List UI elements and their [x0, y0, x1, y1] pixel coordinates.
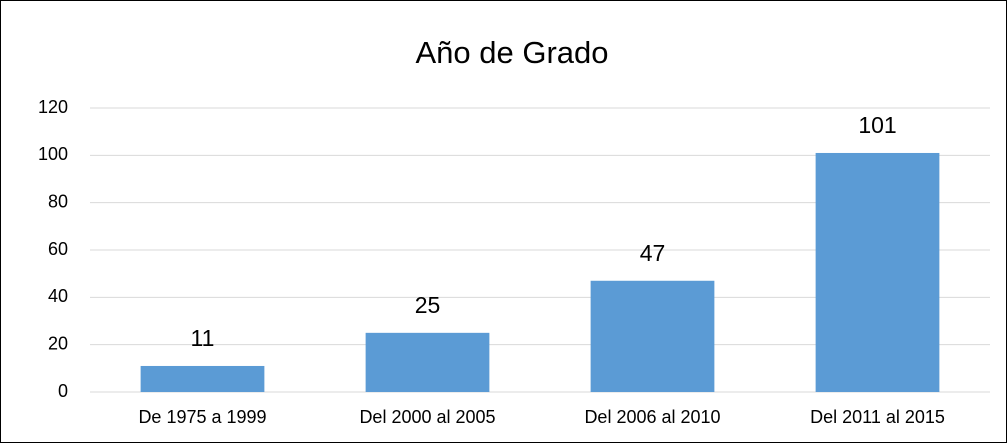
y-tick-label: 80 [48, 191, 68, 211]
x-tick-label: De 1975 a 1999 [138, 407, 266, 427]
bar [365, 332, 490, 392]
y-tick-label: 20 [48, 333, 68, 353]
x-tick-label: Del 2006 al 2010 [584, 407, 720, 427]
y-tick-label: 100 [38, 144, 68, 164]
data-label: 25 [415, 292, 441, 318]
bar [815, 152, 940, 392]
y-tick-label: 120 [38, 97, 68, 117]
chart-title: Año de Grado [415, 35, 608, 70]
x-tick-label: Del 2011 al 2015 [810, 407, 945, 427]
data-label: 47 [640, 240, 666, 266]
y-tick-label: 0 [58, 381, 68, 401]
y-tick-label: 40 [48, 286, 68, 306]
y-tick-label: 60 [48, 239, 68, 259]
data-label: 11 [191, 325, 215, 351]
data-label: 101 [858, 112, 896, 138]
bar [590, 280, 715, 392]
x-tick-label: Del 2000 al 2005 [359, 407, 495, 427]
bar [140, 365, 265, 392]
